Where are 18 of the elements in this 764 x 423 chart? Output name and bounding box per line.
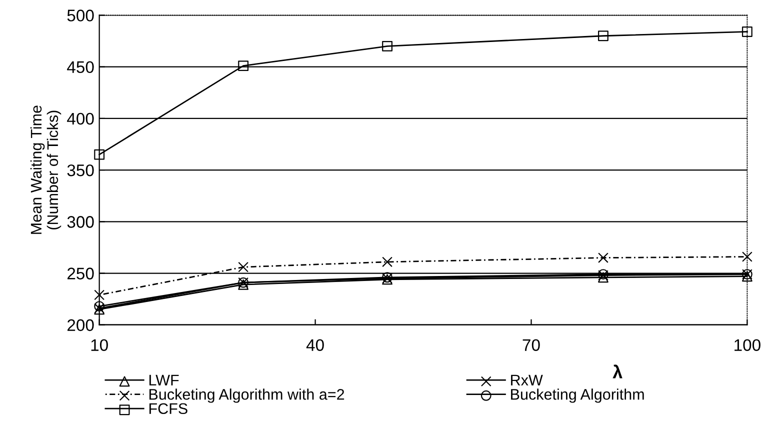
y-axis-title: Mean Waiting Time (Number of Ticks) [30, 106, 62, 234]
legend-label: FCFS [149, 403, 188, 414]
y-tick-label: 500 [67, 10, 94, 22]
x-tick-label: 10 [91, 339, 108, 351]
legend-label: Bucketing Algorithm [511, 388, 644, 403]
legend-label: LWF [149, 374, 179, 386]
x-axis-title: λ [612, 364, 622, 378]
y-tick-label: 200 [67, 319, 94, 332]
y-tick-label: 400 [67, 112, 94, 125]
x-tick-label: 100 [734, 339, 760, 351]
legend-label: Bucketing Algorithm with a=2 [149, 388, 344, 403]
x-tick-label: 40 [306, 339, 324, 351]
y-tick-label: 450 [67, 61, 94, 74]
y-tick-label: 350 [67, 164, 94, 176]
y-tick-label: 300 [67, 216, 94, 228]
x-tick-label: 70 [522, 339, 540, 351]
legend-label: RxW [511, 374, 543, 386]
y-tick-label: 250 [67, 268, 94, 280]
